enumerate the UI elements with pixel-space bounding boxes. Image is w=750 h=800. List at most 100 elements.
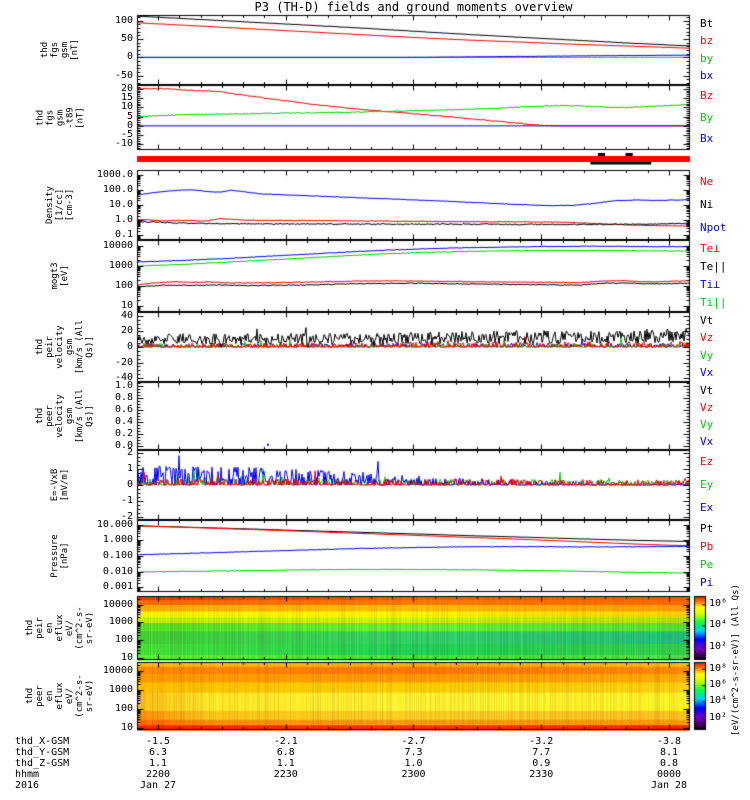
legend-efield-Ez: Ez [700, 454, 714, 468]
legend-efield-Ex: Ex [700, 501, 714, 515]
ytick-label-spec_i: 100 [114, 634, 133, 646]
ytick-label-pressure: 0.010 [102, 565, 133, 577]
ytick-label-vel_e: 0.4 [114, 416, 133, 428]
ytick-label-pressure: 0.100 [102, 550, 133, 561]
xrow-value: -2.7 [401, 736, 426, 747]
legend-pressure-Pe: Pe [700, 558, 714, 571]
legend-vel_e-Vt: Vt [700, 383, 714, 397]
xrow-value: 1.0 [404, 758, 423, 769]
legend-vel_i-Vy: Vy [700, 348, 714, 362]
legend-vel_e-Vy: Vy [700, 417, 714, 431]
ytick-label-fgs_t89: 0 [126, 119, 133, 131]
ytick-label-fgs_gsm: -50 [114, 69, 133, 81]
ytick-label-vel_i: 40 [120, 309, 133, 321]
year-label: 2016 [15, 780, 40, 791]
ytick-label-spec_e: 100 [114, 703, 133, 715]
xrow-value: 2300 [401, 769, 426, 780]
xrow-label-thd_Y-GSM: thd_Y-GSM [15, 747, 70, 758]
ytick-label-pressure: 10.000 [96, 518, 133, 530]
legend-mogt3-Te⊥: Te⊥ [700, 242, 720, 255]
ytick-label-fgs_gsm: 50 [120, 32, 133, 44]
plot-title: P3 (TH-D) fields and ground moments over… [254, 0, 573, 14]
ytick-label-pressure: 1.000 [102, 534, 133, 546]
legend-efield-Ey: Ey [700, 478, 714, 491]
xrow-value: 0000 [656, 769, 682, 780]
ytick-label-efield: -2 [120, 510, 133, 522]
ytick-label-vel_i: -20 [114, 356, 133, 368]
legend-vel_e-Vz: Vz [700, 400, 714, 414]
xrow-value: -1.5 [145, 736, 171, 747]
legend-pressure-Pb: Pb [700, 540, 714, 553]
ytick-label-spec_i: 1000 [108, 616, 133, 628]
colorbar-tick: 10² [709, 641, 728, 653]
ylabel-pressure: Pressure [nPa] [50, 534, 70, 578]
xrow-value: 1.1 [276, 758, 295, 769]
ytick-label-vel_e: 1.0 [114, 379, 133, 391]
date-left-label: Jan 27 [139, 780, 177, 791]
ytick-label-density: 1.0 [114, 214, 133, 226]
legend-mogt3-Ti⊥: Ti⊥ [700, 278, 720, 291]
legend-fgs_t89-Bz: Bz [700, 88, 714, 102]
legend-fgs_t89-Bx: Bx [700, 132, 714, 146]
legend-pressure-Pt: Pt [700, 522, 714, 535]
colorbar-tick: 10⁴ [709, 619, 728, 631]
date-right-label: Jan 28 [650, 780, 688, 791]
ytick-label-fgs_t89: 15 [120, 92, 133, 103]
ytick-label-mogt3: 10 [120, 299, 133, 311]
ytick-label-density: 100.0 [102, 183, 133, 195]
ytick-label-mogt3: 100 [114, 279, 133, 291]
legend-vel_i-Vt: Vt [700, 313, 714, 327]
legend-vel_e-Vx: Vx [700, 434, 714, 448]
colorbar-tick: 10⁸ [709, 662, 728, 674]
xrow-label-thd_X-GSM: thd_X-GSM [15, 736, 70, 747]
colorbar-axis-label: [eV/(cm^2-s-sr-eV)] (All Qs) [731, 584, 741, 736]
xrow-value: 2200 [145, 769, 171, 780]
ytick-label-efield: -1 [120, 494, 133, 506]
xrow-value: 7.3 [404, 747, 423, 758]
ytick-label-fgs_t89: 5 [126, 110, 133, 122]
xrow-value: 2230 [273, 769, 298, 780]
xrow-value: 6.8 [276, 747, 295, 758]
xrow-value: 1.1 [148, 758, 168, 769]
ytick-label-efield: 2 [126, 447, 133, 459]
legend-fgs_gsm-by: by [700, 51, 714, 65]
ytick-label-spec_e: 10000 [102, 665, 133, 677]
xrow-value: 6.3 [148, 747, 168, 758]
xrow-value: 8.1 [659, 747, 679, 758]
colorbar-tick: 10⁴ [709, 695, 728, 707]
ytick-label-fgs_t89: -10 [114, 138, 133, 150]
colorbar-tick: 10⁶ [709, 598, 728, 610]
xrow-label-thd_Z-GSM: thd_Z-GSM [15, 758, 70, 769]
legend-pressure-Pi: Pi [700, 576, 714, 589]
ytick-label-vel_e: 0.6 [114, 403, 133, 415]
legend-fgs_t89-By: By [700, 110, 714, 124]
legend-vel_i-Vx: Vx [700, 366, 714, 380]
ytick-label-pressure: 0.001 [102, 581, 133, 593]
ytick-label-density: 1000.0 [96, 168, 133, 180]
ytick-label-spec_e: 1000 [108, 684, 133, 696]
colorbar-tick: 10² [709, 711, 728, 723]
ylabel-fgs_gsm: thd fgs gsm [nT] [40, 39, 80, 61]
legend-density-Ni: Ni [700, 198, 714, 211]
xrow-value: -3.2 [529, 736, 554, 747]
ytick-label-efield: 0 [126, 479, 133, 490]
ytick-label-fgs_t89: -5 [120, 129, 133, 141]
ytick-label-vel_i: 20 [120, 325, 133, 337]
xrow-value: -3.8 [656, 736, 682, 747]
legend-fgs_gsm-bx: bx [700, 69, 714, 83]
legend-mogt3-Te||: Te|| [700, 260, 727, 273]
ylabel-density: Density [1/cc] [cm-3] [45, 186, 75, 224]
ytick-label-fgs_gsm: 100 [114, 14, 133, 26]
legend-fgs_gsm-bz: bz [700, 34, 714, 48]
ytick-label-fgs_t89: 20 [120, 82, 133, 94]
xrow-value: 0.9 [532, 758, 551, 769]
legend-density-Ne: Ne [700, 174, 714, 188]
xrow-label-hhmm: hhmm [15, 769, 40, 780]
xrow-value: 2330 [529, 769, 554, 780]
ytick-label-spec_e: 10 [120, 722, 133, 734]
ytick-label-mogt3: 10000 [102, 240, 133, 252]
ylabel-efield: E=-VxB [mV/m] [50, 468, 70, 502]
ytick-label-efield: 1 [126, 463, 133, 475]
